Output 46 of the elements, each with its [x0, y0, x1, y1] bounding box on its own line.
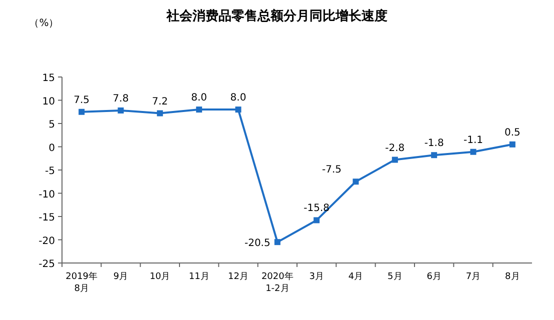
point: [392, 156, 398, 163]
x-tick-label: 10月: [150, 272, 170, 282]
point: [196, 106, 202, 113]
point: [352, 178, 359, 185]
y-axis-title: （%）: [29, 18, 59, 29]
x-tick-label: 8月: [505, 272, 520, 282]
data-label: -20.5: [244, 238, 270, 250]
y-tick-label: 15: [42, 73, 55, 84]
x-tick-label: 5月: [388, 272, 402, 282]
x-tick-label: 3月: [309, 272, 324, 282]
point: [509, 141, 516, 148]
x-tick-label: 9月: [113, 272, 128, 282]
point: [156, 110, 163, 116]
x-tick-label: 7月: [466, 272, 481, 282]
point: [78, 108, 85, 115]
point: [118, 107, 124, 114]
point: [235, 106, 242, 113]
x-tick-label: 12月: [228, 272, 248, 282]
y-tick-label: -25: [38, 259, 55, 270]
x-tick-label: 2020年 1-2月: [261, 271, 294, 294]
data-label: -1.8: [424, 138, 444, 150]
y-tick-label: -10: [38, 189, 55, 200]
data-label: -7.5: [322, 164, 342, 176]
data-label: 8.0: [191, 92, 208, 104]
y-tick-label: -5: [45, 166, 55, 177]
data-label: -2.8: [385, 142, 405, 154]
data-label: -1.1: [463, 134, 484, 146]
data-label: 7.5: [74, 94, 90, 106]
x-tick-label: 11月: [188, 272, 210, 282]
point: [470, 148, 476, 155]
data-label: 7.8: [112, 93, 129, 104]
y-tick-label: 10: [42, 96, 55, 108]
data-label: 7.2: [152, 96, 168, 108]
y-tick-label: -20: [38, 236, 55, 247]
x-tick-label: 6月: [426, 272, 442, 282]
chart-title: 社会消费品零售总额分月同比增长速度: [166, 8, 388, 24]
point: [431, 152, 438, 158]
point: [314, 217, 320, 224]
x-tick-label: 2019年 8月: [66, 271, 98, 294]
data-label: 8.0: [230, 92, 246, 104]
data-label: 0.5: [504, 127, 520, 138]
x-tick-label: 4月: [348, 272, 364, 282]
y-tick-label: 5: [48, 120, 55, 130]
point: [274, 239, 280, 246]
y-tick-label: -15: [38, 212, 55, 224]
y-tick-label: 0: [48, 142, 55, 154]
